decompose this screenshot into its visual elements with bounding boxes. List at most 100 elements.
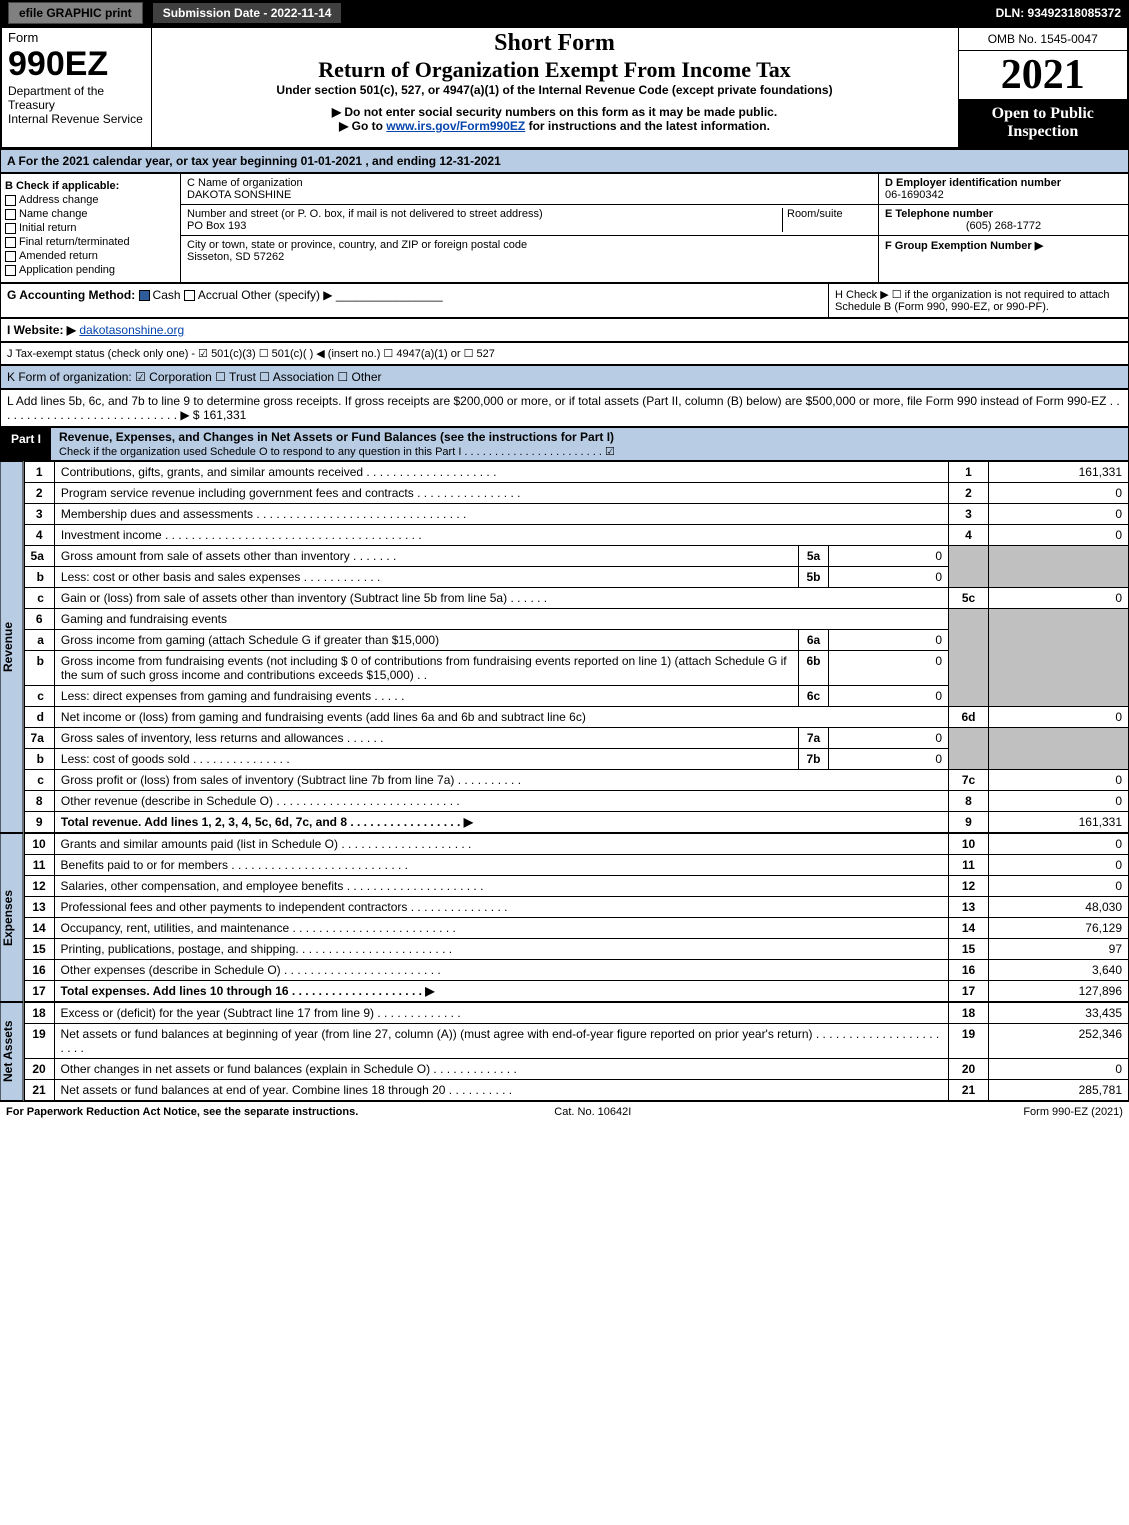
line-7b-text: Less: cost of goods sold . . . . . . . .… bbox=[54, 749, 798, 770]
top-bar: efile GRAPHIC print Submission Date - 20… bbox=[0, 0, 1129, 26]
footer-left: For Paperwork Reduction Act Notice, see … bbox=[6, 1106, 358, 1118]
form-header-table: Form 990EZ Department of the Treasury In… bbox=[0, 26, 1129, 149]
line-16-amt: 3,640 bbox=[989, 960, 1129, 981]
line-17-amt: 127,896 bbox=[989, 981, 1129, 1002]
chk-name-change[interactable]: Name change bbox=[19, 208, 88, 220]
line-7c-text: Gross profit or (loss) from sales of inv… bbox=[54, 770, 948, 791]
line-9-amt: 161,331 bbox=[989, 812, 1129, 833]
line-6a-amt: 0 bbox=[829, 630, 949, 651]
box-b: B Check if applicable: Address change Na… bbox=[1, 174, 181, 282]
revenue-table: 1Contributions, gifts, grants, and simil… bbox=[24, 461, 1129, 833]
netassets-table: 18Excess or (deficit) for the year (Subt… bbox=[24, 1002, 1129, 1101]
group-exemption-label: F Group Exemption Number ▶ bbox=[885, 239, 1122, 252]
ein-label: D Employer identification number bbox=[885, 177, 1122, 189]
line-12-text: Salaries, other compensation, and employ… bbox=[54, 876, 948, 897]
part-i-title: Revenue, Expenses, and Changes in Net As… bbox=[59, 430, 614, 444]
chk-amended-return[interactable]: Amended return bbox=[19, 250, 98, 262]
line-5b-text: Less: cost or other basis and sales expe… bbox=[54, 567, 798, 588]
org-name-label: C Name of organization bbox=[187, 177, 872, 189]
line-18-amt: 33,435 bbox=[989, 1003, 1129, 1024]
expenses-sidelabel: Expenses bbox=[0, 833, 24, 1002]
line-1-amt: 161,331 bbox=[989, 462, 1129, 483]
website-link[interactable]: dakotasonshine.org bbox=[79, 323, 184, 337]
line-5a-text: Gross amount from sale of assets other t… bbox=[54, 546, 798, 567]
addr-value: PO Box 193 bbox=[187, 220, 782, 232]
line-2-text: Program service revenue including govern… bbox=[54, 483, 948, 504]
line-21-amt: 285,781 bbox=[989, 1080, 1129, 1101]
section-b-c-d: B Check if applicable: Address change Na… bbox=[0, 173, 1129, 283]
submission-date: Submission Date - 2022-11-14 bbox=[153, 3, 342, 23]
line-3-text: Membership dues and assessments . . . . … bbox=[54, 504, 948, 525]
tel-label: E Telephone number bbox=[885, 208, 1122, 220]
line-6d-text: Net income or (loss) from gaming and fun… bbox=[54, 707, 948, 728]
chk-application-pending[interactable]: Application pending bbox=[19, 264, 115, 276]
line-10-text: Grants and similar amounts paid (list in… bbox=[54, 834, 948, 855]
line-13-text: Professional fees and other payments to … bbox=[54, 897, 948, 918]
tax-year: 2021 bbox=[959, 51, 1128, 99]
ein-value: 06-1690342 bbox=[885, 189, 1122, 201]
gross-receipts-amount: 161,331 bbox=[203, 408, 246, 422]
dln-label: DLN: 93492318085372 bbox=[988, 6, 1129, 20]
chk-final-return[interactable]: Final return/terminated bbox=[19, 236, 130, 248]
addr-label: Number and street (or P. O. box, if mail… bbox=[187, 208, 782, 220]
line-3-amt: 0 bbox=[989, 504, 1129, 525]
line-15-text: Printing, publications, postage, and shi… bbox=[54, 939, 948, 960]
line-1-text: Contributions, gifts, grants, and simila… bbox=[54, 462, 948, 483]
line-21-text: Net assets or fund balances at end of ye… bbox=[54, 1080, 948, 1101]
row-h: H Check ▶ ☐ if the organization is not r… bbox=[828, 284, 1128, 317]
line-6c-text: Less: direct expenses from gaming and fu… bbox=[54, 686, 798, 707]
line-5c-amt: 0 bbox=[989, 588, 1129, 609]
row-a-calendar-year: A For the 2021 calendar year, or tax yea… bbox=[0, 149, 1129, 173]
line-11-text: Benefits paid to or for members . . . . … bbox=[54, 855, 948, 876]
room-suite-label: Room/suite bbox=[782, 208, 872, 232]
line-9-text: Total revenue. Add lines 1, 2, 3, 4, 5c,… bbox=[54, 812, 948, 833]
short-form-title: Short Form bbox=[158, 30, 952, 57]
accrual-option[interactable]: Accrual bbox=[198, 288, 238, 302]
line-13-amt: 48,030 bbox=[989, 897, 1129, 918]
cash-option[interactable]: Cash bbox=[153, 288, 181, 302]
return-title: Return of Organization Exempt From Incom… bbox=[158, 57, 952, 83]
line-6a-text: Gross income from gaming (attach Schedul… bbox=[54, 630, 798, 651]
line-17-text: Total expenses. Add lines 10 through 16 … bbox=[54, 981, 948, 1002]
line-5b-amt: 0 bbox=[829, 567, 949, 588]
line-6b-amt: 0 bbox=[829, 651, 949, 686]
row-l-gross-receipts: L Add lines 5b, 6c, and 7b to line 9 to … bbox=[0, 389, 1129, 427]
line-14-amt: 76,129 bbox=[989, 918, 1129, 939]
netassets-sidelabel: Net Assets bbox=[0, 1002, 24, 1101]
row-i-website: I Website: ▶ dakotasonshine.org bbox=[0, 318, 1129, 342]
line-19-text: Net assets or fund balances at beginning… bbox=[54, 1024, 948, 1059]
dept-treasury: Department of the Treasury Internal Reve… bbox=[8, 84, 145, 126]
part-i-check: Check if the organization used Schedule … bbox=[59, 446, 615, 458]
bullet-ssn: ▶ Do not enter social security numbers o… bbox=[158, 105, 952, 119]
efile-print-button[interactable]: efile GRAPHIC print bbox=[8, 2, 143, 24]
city-label: City or town, state or province, country… bbox=[187, 239, 872, 251]
bullet-goto: ▶ Go to www.irs.gov/Form990EZ for instru… bbox=[158, 119, 952, 133]
line-12-amt: 0 bbox=[989, 876, 1129, 897]
line-5a-amt: 0 bbox=[829, 546, 949, 567]
line-4-text: Investment income . . . . . . . . . . . … bbox=[54, 525, 948, 546]
line-20-text: Other changes in net assets or fund bala… bbox=[54, 1059, 948, 1080]
line-19-amt: 252,346 bbox=[989, 1024, 1129, 1059]
omb-number: OMB No. 1545-0047 bbox=[959, 28, 1128, 51]
line-5c-text: Gain or (loss) from sale of assets other… bbox=[54, 588, 948, 609]
footer-cat-no: Cat. No. 10642I bbox=[554, 1106, 631, 1118]
line-18-text: Excess or (deficit) for the year (Subtra… bbox=[54, 1003, 948, 1024]
line-10-amt: 0 bbox=[989, 834, 1129, 855]
chk-initial-return[interactable]: Initial return bbox=[19, 222, 76, 234]
line-20-amt: 0 bbox=[989, 1059, 1129, 1080]
city-value: Sisseton, SD 57262 bbox=[187, 251, 872, 263]
line-7a-text: Gross sales of inventory, less returns a… bbox=[54, 728, 798, 749]
expenses-table: 10Grants and similar amounts paid (list … bbox=[24, 833, 1129, 1002]
line-8-text: Other revenue (describe in Schedule O) .… bbox=[54, 791, 948, 812]
line-7a-amt: 0 bbox=[829, 728, 949, 749]
tel-value: (605) 268-1772 bbox=[885, 220, 1122, 232]
line-8-amt: 0 bbox=[989, 791, 1129, 812]
chk-address-change[interactable]: Address change bbox=[19, 194, 99, 206]
box-b-label: B Check if applicable: bbox=[5, 180, 176, 192]
line-14-text: Occupancy, rent, utilities, and maintena… bbox=[54, 918, 948, 939]
line-4-amt: 0 bbox=[989, 525, 1129, 546]
irs-link[interactable]: www.irs.gov/Form990EZ bbox=[386, 119, 525, 133]
revenue-sidelabel: Revenue bbox=[0, 461, 24, 833]
part-i-label: Part I bbox=[1, 428, 51, 460]
org-name: DAKOTA SONSHINE bbox=[187, 189, 872, 201]
